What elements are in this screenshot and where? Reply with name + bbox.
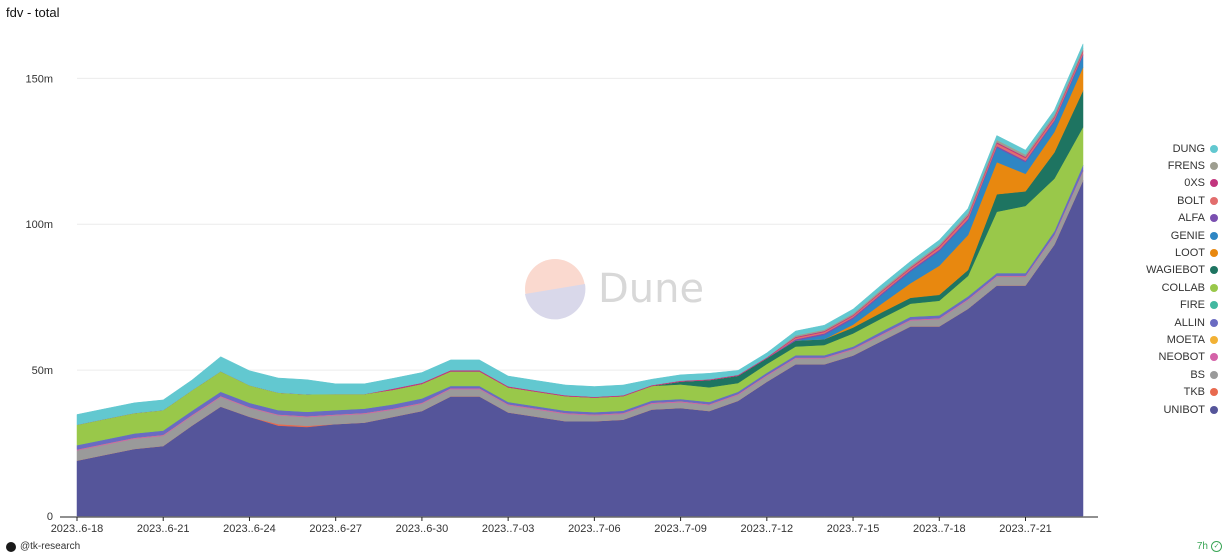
legend-item-bolt[interactable]: BOLT	[1098, 192, 1218, 209]
legend-item-wagiebot[interactable]: WAGIEBOT	[1098, 262, 1218, 279]
legend-dot-icon	[1210, 266, 1218, 275]
y-tick-label: 0	[47, 511, 53, 523]
legend-dot-icon	[1210, 144, 1218, 153]
legend-item-fire[interactable]: FIRE	[1098, 297, 1218, 314]
legend-dot-icon	[1210, 162, 1218, 171]
legend-dot-icon	[1210, 249, 1218, 258]
y-tick-label: 50m	[32, 365, 53, 377]
legend-item-frens[interactable]: FRENS	[1098, 157, 1218, 174]
legend-dot-icon	[1210, 179, 1218, 188]
legend-label: GENIE	[1170, 229, 1205, 242]
legend-item-0xs[interactable]: 0XS	[1098, 175, 1218, 192]
x-tick-label: 2023..7-03	[482, 523, 535, 535]
y-tick-label: 150m	[25, 73, 53, 85]
legend-item-loot[interactable]: LOOT	[1098, 244, 1218, 261]
legend-label: 0XS	[1184, 177, 1205, 190]
legend-label: DUNG	[1172, 142, 1205, 155]
legend-item-collab[interactable]: COLLAB	[1098, 279, 1218, 296]
x-tick-label: 2023..6-18	[51, 523, 104, 535]
legend-item-moeta[interactable]: MOETA	[1098, 331, 1218, 348]
legend-label: LOOT	[1175, 247, 1205, 260]
x-tick-label: 2023..6-21	[137, 523, 190, 535]
legend-label: COLLAB	[1161, 281, 1205, 294]
author-name: @tk-research	[20, 541, 81, 552]
axes-layer: 0 50m 100m 150m 2023..6-18 2023..6-21 2023..6-…	[25, 73, 1098, 535]
chart-title: fdv - total	[6, 5, 60, 20]
legend-label: BS	[1190, 368, 1205, 381]
legend-label: MOETA	[1166, 333, 1205, 346]
legend-label: UNIBOT	[1163, 403, 1205, 416]
watermark-text: Dune	[598, 266, 705, 312]
legend-dot-icon	[1210, 318, 1218, 327]
legend-label: TKB	[1183, 386, 1205, 399]
legend-item-alfa[interactable]: ALFA	[1098, 210, 1218, 227]
legend-label: ALLIN	[1174, 316, 1205, 329]
area-series-dung	[76, 43, 1084, 426]
legend-dot-icon	[1210, 388, 1218, 397]
legend-dot-icon	[1210, 196, 1218, 205]
legend-label: BOLT	[1177, 194, 1205, 207]
legend-label: FIRE	[1179, 299, 1205, 312]
x-tick-label: 2023..7-15	[827, 523, 880, 535]
x-tick-label: 2023..7-06	[568, 523, 621, 535]
legend-dot-icon	[1210, 405, 1218, 414]
x-tick-label: 2023..6-30	[396, 523, 449, 535]
chart-legend: DUNG FRENS 0XS BOLT ALFA GENIE LOOT WAGIEBOT COL…	[1098, 140, 1218, 418]
legend-item-bs[interactable]: BS	[1098, 366, 1218, 383]
refresh-status[interactable]: 7h ✓	[1197, 541, 1222, 552]
x-tick-label: 2023..7-12	[741, 523, 794, 535]
legend-item-genie[interactable]: GENIE	[1098, 227, 1218, 244]
legend-item-neobot[interactable]: NEOBOT	[1098, 349, 1218, 366]
check-circle-icon: ✓	[1211, 541, 1222, 552]
author-credit[interactable]: @tk-research	[6, 541, 80, 552]
area-series-unibot	[76, 180, 1084, 517]
legend-dot-icon	[1210, 231, 1218, 240]
y-tick-label: 100m	[25, 219, 53, 231]
areas-layer	[76, 43, 1084, 517]
legend-label: NEOBOT	[1158, 351, 1205, 364]
x-tick-label: 2023..6-24	[223, 523, 276, 535]
legend-dot-icon	[1210, 370, 1218, 379]
author-avatar-icon	[6, 541, 16, 552]
legend-item-tkb[interactable]: TKB	[1098, 383, 1218, 400]
legend-label: WAGIEBOT	[1146, 264, 1205, 277]
x-tick-label: 2023..7-09	[654, 523, 707, 535]
dune-logo-icon	[525, 259, 586, 320]
legend-item-dung[interactable]: DUNG	[1098, 140, 1218, 157]
legend-item-unibot[interactable]: UNIBOT	[1098, 401, 1218, 418]
x-tick-label: 2023..7-21	[999, 523, 1052, 535]
legend-dot-icon	[1210, 214, 1218, 223]
x-tick-label: 2023..6-27	[309, 523, 362, 535]
dune-watermark: Dune	[524, 258, 704, 320]
legend-dot-icon	[1210, 353, 1218, 362]
legend-label: ALFA	[1178, 212, 1205, 225]
legend-label: FRENS	[1167, 160, 1205, 173]
x-tick-label: 2023..7-18	[913, 523, 966, 535]
last-refresh-age: 7h	[1196, 541, 1208, 552]
legend-dot-icon	[1210, 335, 1218, 344]
legend-dot-icon	[1210, 283, 1218, 292]
legend-dot-icon	[1210, 301, 1218, 310]
legend-item-allin[interactable]: ALLIN	[1098, 314, 1218, 331]
